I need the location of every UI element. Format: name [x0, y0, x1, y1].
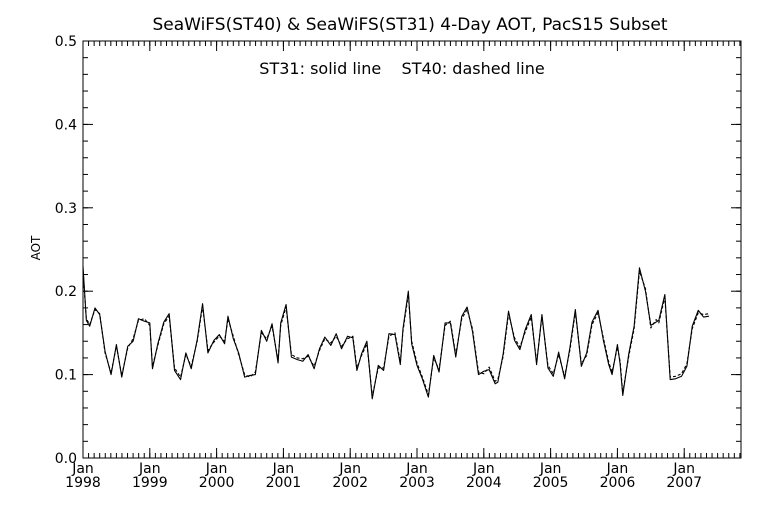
x-tick-year: 2004 — [466, 475, 502, 491]
chart-annotation: ST31: solid line ST40: dashed line — [259, 59, 544, 78]
x-tick-year: 2000 — [199, 475, 235, 491]
x-tick-month: Jan — [338, 461, 361, 477]
x-tick-year: 1998 — [65, 475, 101, 491]
y-tick-label: 0.0 — [55, 451, 77, 467]
x-tick-month: Jan — [606, 461, 629, 477]
x-tick-year: 1999 — [132, 475, 168, 491]
chart-title: SeaWiFS(ST40) & SeaWiFS(ST31) 4-Day AOT,… — [152, 15, 667, 35]
plot-area-frame — [82, 40, 742, 459]
x-tick-year: 2003 — [399, 475, 435, 491]
x-tick-month: Jan — [138, 461, 161, 477]
y-tick-label: 0.1 — [55, 368, 77, 384]
x-tick-month: Jan — [205, 461, 228, 477]
y-tick-label: 0.2 — [55, 284, 77, 300]
y-tick-label: 0.3 — [55, 201, 77, 217]
y-axis-label: AOT — [29, 235, 43, 260]
axes-layer: 0.00.10.20.30.40.5Jan1998Jan1999Jan2000J… — [55, 34, 741, 491]
y-tick-label: 0.5 — [55, 34, 77, 50]
y-tick-label: 0.4 — [55, 117, 77, 133]
x-tick-month: Jan — [672, 461, 695, 477]
series-line-st40 — [82, 270, 710, 397]
series-line-st31 — [82, 266, 710, 400]
x-tick-month: Jan — [405, 461, 428, 477]
x-tick-month: Jan — [472, 461, 495, 477]
x-tick-year: 2001 — [266, 475, 302, 491]
x-tick-month: Jan — [71, 461, 94, 477]
x-tick-month: Jan — [539, 461, 562, 477]
x-tick-month: Jan — [272, 461, 295, 477]
x-tick-year: 2007 — [666, 475, 702, 491]
series-layer — [82, 266, 710, 400]
x-tick-year: 2005 — [533, 475, 569, 491]
x-tick-year: 2006 — [600, 475, 636, 491]
x-tick-year: 2002 — [332, 475, 368, 491]
